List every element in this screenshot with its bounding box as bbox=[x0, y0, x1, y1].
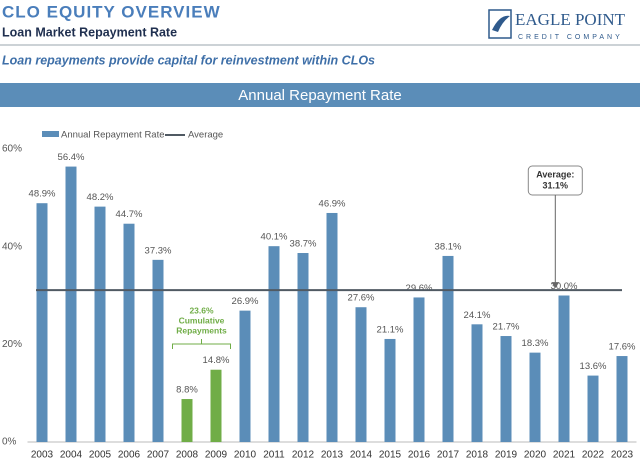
value-label: 46.9% bbox=[319, 198, 346, 209]
x-tick-label: 2019 bbox=[495, 450, 518, 461]
bar bbox=[471, 324, 483, 442]
x-tick-label: 2013 bbox=[321, 450, 344, 461]
x-tick-label: 2011 bbox=[263, 450, 285, 461]
bar bbox=[355, 307, 367, 442]
bar bbox=[65, 166, 77, 442]
annotation-bracket bbox=[172, 339, 231, 349]
legend-swatch bbox=[42, 131, 59, 137]
value-label: 8.8% bbox=[176, 385, 198, 396]
bar bbox=[558, 295, 570, 442]
tagline: Loan repayments provide capital for rein… bbox=[2, 53, 375, 67]
x-tick-label: 2009 bbox=[205, 450, 228, 461]
value-label: 24.1% bbox=[464, 310, 491, 321]
value-label: 18.3% bbox=[522, 338, 549, 349]
x-tick-label: 2018 bbox=[466, 450, 489, 461]
x-tick-label: 2010 bbox=[234, 450, 257, 461]
bar bbox=[413, 297, 425, 442]
annotation-text: 23.6% bbox=[189, 305, 214, 315]
value-label: 30.0% bbox=[551, 281, 578, 292]
chart-title: Annual Repayment Rate bbox=[238, 87, 401, 104]
bar bbox=[500, 336, 512, 442]
x-tick-label: 2016 bbox=[408, 450, 431, 461]
x-tick-label: 2003 bbox=[31, 450, 54, 461]
value-label: 48.9% bbox=[29, 189, 56, 200]
bar bbox=[384, 338, 396, 442]
bar bbox=[587, 375, 599, 442]
annotation-text: Repayments bbox=[176, 325, 227, 335]
bar bbox=[326, 212, 338, 442]
bar bbox=[239, 310, 251, 442]
value-label: 44.7% bbox=[116, 209, 143, 220]
y-tick-label: 20% bbox=[2, 339, 22, 350]
page-title: CLO EQUITY OVERVIEW bbox=[2, 2, 221, 21]
logo-name: EAGLE POINT bbox=[515, 10, 626, 29]
legend-label: Average bbox=[188, 130, 223, 141]
value-label: 56.4% bbox=[58, 152, 85, 163]
bar bbox=[616, 356, 628, 442]
bar bbox=[94, 206, 106, 442]
x-tick-label: 2022 bbox=[582, 450, 605, 461]
value-label: 17.6% bbox=[609, 342, 636, 353]
value-label: 26.9% bbox=[232, 296, 259, 307]
callout-arrowhead bbox=[551, 282, 560, 289]
value-label: 13.6% bbox=[580, 361, 607, 372]
x-tick-label: 2023 bbox=[611, 450, 634, 461]
value-label: 38.7% bbox=[290, 239, 317, 250]
bar bbox=[181, 399, 193, 442]
x-tick-label: 2006 bbox=[118, 450, 141, 461]
y-tick-label: 60% bbox=[2, 144, 22, 155]
average-value: 31.1% bbox=[543, 180, 569, 190]
value-label: 38.1% bbox=[435, 241, 462, 252]
bar bbox=[268, 246, 280, 442]
annotation-text: Cumulative bbox=[179, 315, 225, 325]
x-tick-label: 2004 bbox=[60, 450, 83, 461]
bar bbox=[529, 352, 541, 442]
bar bbox=[152, 259, 164, 442]
x-tick-label: 2005 bbox=[89, 450, 112, 461]
average-caption: Average: bbox=[536, 169, 574, 179]
bar bbox=[442, 255, 454, 442]
value-label: 37.3% bbox=[145, 245, 172, 256]
legend-label: Annual Repayment Rate bbox=[61, 130, 165, 141]
x-tick-label: 2008 bbox=[176, 450, 199, 461]
value-label: 21.7% bbox=[493, 322, 520, 333]
x-tick-label: 2014 bbox=[350, 450, 373, 461]
value-label: 27.6% bbox=[348, 293, 375, 304]
page-subtitle: Loan Market Repayment Rate bbox=[2, 25, 177, 39]
x-tick-label: 2007 bbox=[147, 450, 170, 461]
logo-sub: CREDIT COMPANY bbox=[518, 34, 623, 41]
value-label: 29.6% bbox=[406, 283, 433, 294]
logo: EAGLE POINT CREDIT COMPANY bbox=[488, 9, 626, 41]
x-tick-label: 2015 bbox=[379, 450, 402, 461]
value-label: 14.8% bbox=[203, 355, 230, 366]
bar bbox=[123, 223, 135, 442]
value-label: 21.1% bbox=[377, 324, 404, 335]
x-tick-label: 2021 bbox=[553, 450, 576, 461]
x-tick-label: 2012 bbox=[292, 450, 315, 461]
logo-bird bbox=[492, 15, 510, 32]
y-tick-label: 40% bbox=[2, 241, 22, 252]
logo-mark bbox=[488, 9, 512, 39]
banner bbox=[0, 83, 640, 107]
y-tick-label: 0% bbox=[2, 437, 17, 448]
x-tick-label: 2020 bbox=[524, 450, 547, 461]
x-tick-label: 2017 bbox=[437, 450, 460, 461]
bar bbox=[36, 203, 48, 442]
value-label: 40.1% bbox=[261, 232, 288, 243]
bar bbox=[210, 369, 222, 442]
bar bbox=[297, 253, 309, 442]
value-label: 48.2% bbox=[87, 192, 114, 203]
